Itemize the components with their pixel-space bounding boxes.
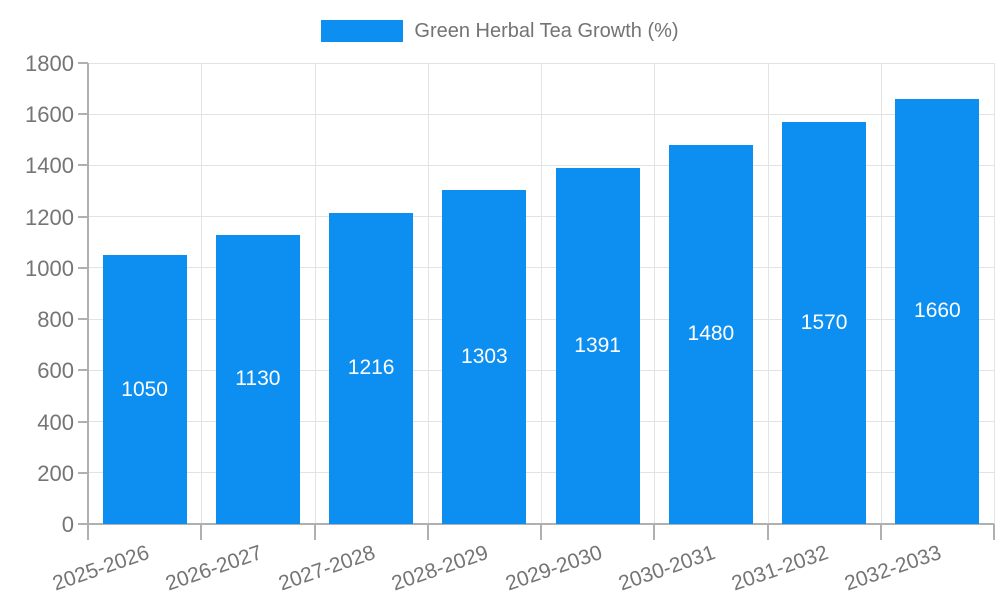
x-axis-tick (879, 524, 882, 540)
bar-value-label: 1216 (347, 356, 395, 380)
x-axis-tick (426, 524, 429, 540)
bar-value-label: 1570 (800, 310, 848, 334)
x-axis-tick (993, 524, 995, 540)
y-axis-tick (78, 113, 88, 116)
x-axis-tick (313, 524, 316, 540)
v-gridline (541, 63, 542, 524)
y-axis-tick (78, 523, 88, 525)
bar-value-label: 1391 (574, 333, 621, 357)
x-axis-tick (653, 524, 656, 540)
y-tick-label: 1000 (25, 255, 74, 281)
bar (442, 190, 527, 524)
y-axis-tick (78, 62, 88, 64)
v-gridline (427, 63, 429, 524)
y-axis-tick (78, 215, 88, 218)
bar (895, 98, 980, 524)
y-tick-label: 1200 (25, 204, 74, 230)
x-axis-tick (87, 524, 89, 540)
y-tick-label: 1600 (25, 102, 74, 128)
bar-value-label: 1130 (235, 367, 281, 391)
y-tick-label: 0 (61, 512, 74, 537)
x-axis-tick (540, 524, 542, 540)
y-tick-label: 1400 (25, 153, 74, 179)
v-gridline (201, 63, 203, 524)
bar (782, 121, 867, 524)
v-gridline (654, 63, 656, 524)
v-gridline (994, 63, 995, 524)
bar-value-label: 1050 (121, 377, 168, 401)
legend-swatch-icon (321, 20, 404, 42)
y-axis-line (87, 63, 89, 532)
bar (329, 212, 414, 524)
y-tick-label: 800 (37, 307, 74, 333)
bar (555, 167, 640, 524)
v-gridline (314, 63, 316, 524)
legend-label: Green Herbal Tea Growth (%) (414, 19, 679, 42)
bar (668, 144, 753, 524)
y-axis-tick (78, 471, 88, 474)
bar-value-label: 1660 (914, 299, 961, 323)
y-axis-tick (78, 369, 88, 372)
x-axis-tick (200, 524, 203, 540)
bar-value-label: 1303 (461, 345, 508, 369)
y-tick-label: 1800 (25, 51, 74, 76)
y-axis-tick (78, 420, 88, 423)
chart-legend: Green Herbal Tea Growth (%) (0, 12, 1000, 50)
bar-value-label: 1480 (687, 322, 735, 346)
bar (215, 234, 300, 524)
x-axis-tick (766, 524, 769, 540)
v-gridline (880, 63, 882, 524)
v-gridline (767, 63, 769, 524)
y-tick-label: 600 (37, 358, 74, 384)
bar (102, 255, 187, 524)
y-tick-label: 200 (37, 460, 74, 486)
y-axis-tick (78, 318, 88, 321)
y-axis-tick (78, 266, 88, 269)
y-tick-label: 400 (37, 409, 74, 435)
y-axis-tick (78, 164, 88, 167)
